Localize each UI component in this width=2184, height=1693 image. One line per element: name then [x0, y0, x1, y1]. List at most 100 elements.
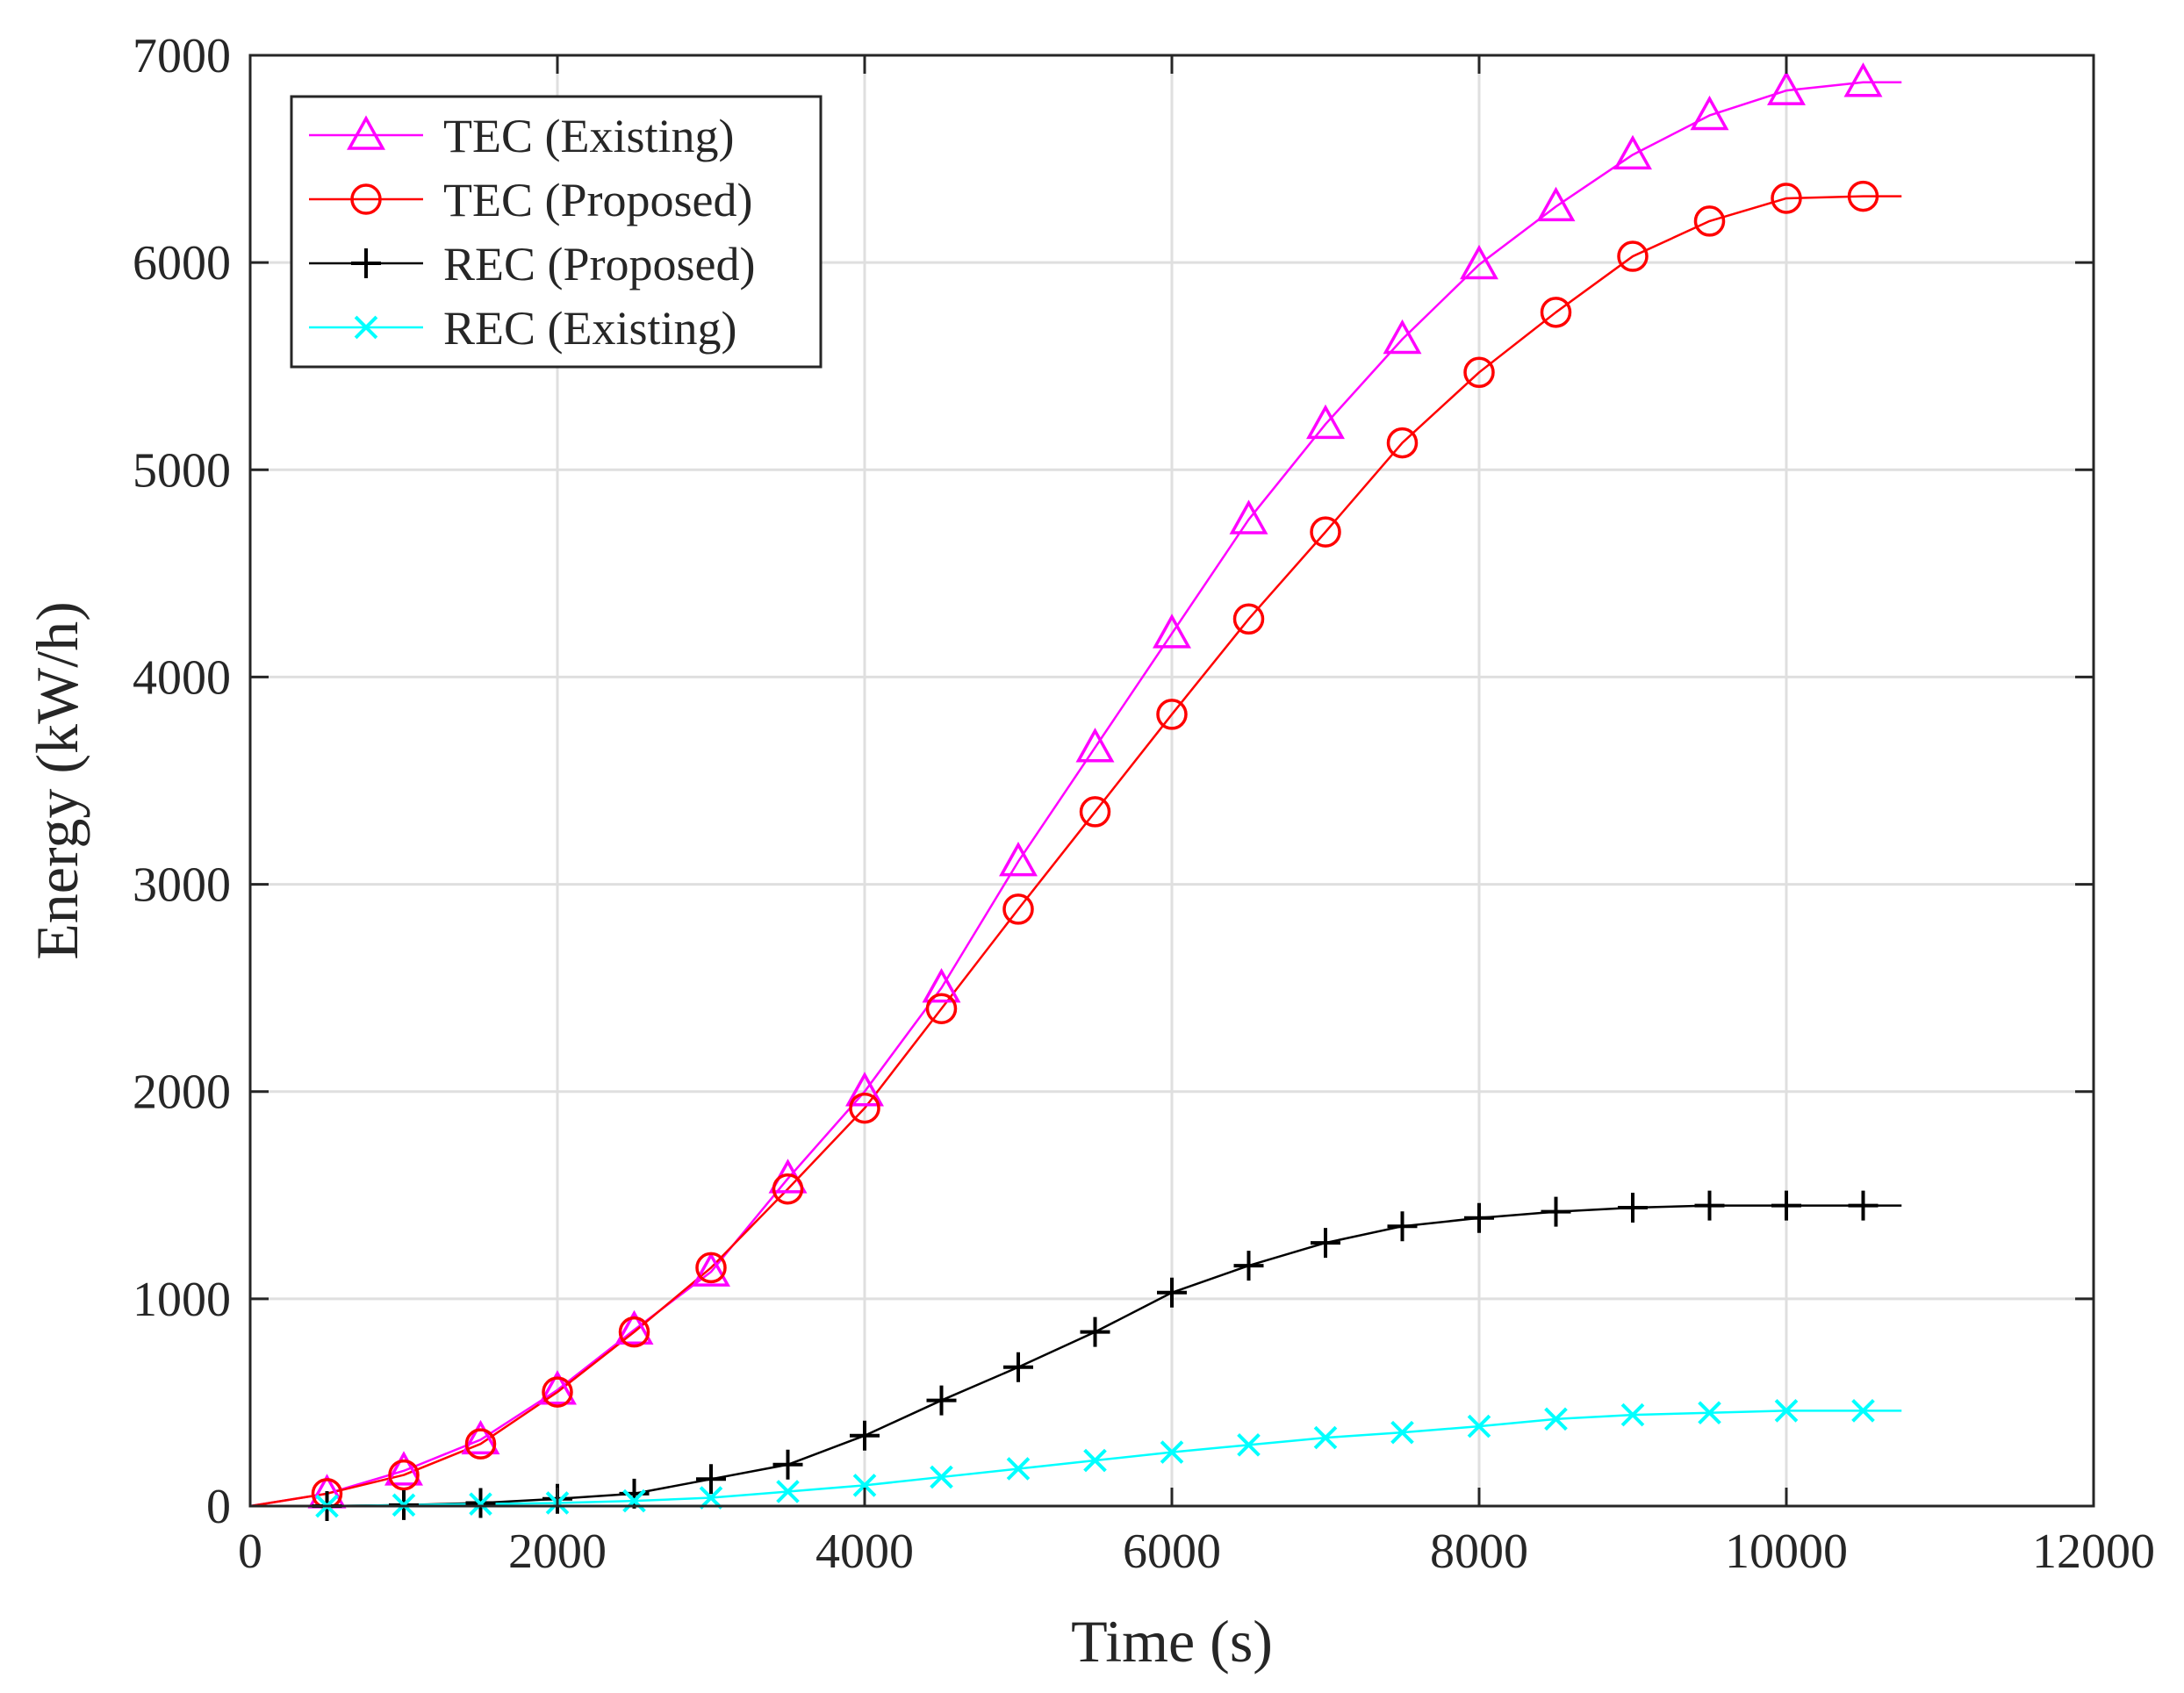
data-point	[696, 1464, 726, 1495]
y-tick-label: 6000	[133, 236, 231, 291]
data-point	[1694, 1190, 1725, 1221]
x-tick-label: 8000	[1430, 1524, 1528, 1579]
data-point	[1003, 1352, 1033, 1382]
data-point	[461, 1419, 500, 1455]
data-point	[1233, 1251, 1264, 1281]
data-point	[852, 1474, 877, 1497]
legend-label: REC (Existing)	[443, 302, 737, 355]
legend-entry: REC (Proposed)	[309, 238, 755, 291]
legend-marker	[351, 248, 381, 278]
data-point	[388, 1459, 420, 1491]
data-point	[1079, 796, 1111, 828]
data-point	[922, 968, 961, 1003]
x-tick-label: 6000	[1123, 1524, 1221, 1579]
data-point	[850, 1420, 880, 1451]
y-tick-label: 4000	[133, 650, 231, 705]
data-point	[1080, 1316, 1110, 1347]
data-point	[1002, 893, 1034, 925]
series-line-rec-existing	[250, 1410, 1902, 1508]
x-tick-label: 12000	[2032, 1524, 2155, 1579]
data-point	[1617, 240, 1649, 272]
y-tick-label: 2000	[133, 1065, 231, 1120]
data-point	[1232, 603, 1265, 635]
y-tick-label: 5000	[133, 443, 231, 498]
legend-marker	[347, 115, 385, 150]
data-point	[618, 1316, 650, 1348]
data-point	[1460, 244, 1498, 280]
data-point	[845, 1072, 884, 1107]
data-point	[926, 1385, 957, 1416]
data-point	[1310, 516, 1341, 548]
legend-label: TEC (Proposed)	[443, 174, 752, 226]
data-point	[692, 1252, 730, 1287]
data-point	[1390, 1420, 1414, 1445]
data-point	[1006, 1457, 1031, 1481]
data-point	[1851, 1399, 1875, 1423]
data-point	[1620, 1402, 1645, 1427]
data-point	[1464, 1202, 1494, 1233]
series-line-tec-existing	[249, 81, 1902, 1508]
data-point	[1544, 1407, 1568, 1431]
x-tick-label: 0	[238, 1524, 262, 1579]
data-point	[1771, 183, 1802, 214]
data-point	[1156, 699, 1188, 730]
data-point	[1083, 1448, 1107, 1473]
data-point	[695, 1252, 727, 1284]
x-axis-label: Time (s)	[1071, 1608, 1273, 1675]
data-point	[614, 1309, 654, 1345]
data-point	[1237, 1433, 1261, 1457]
data-point	[1383, 319, 1422, 355]
axis-ticks	[248, 54, 2095, 1508]
series-line-rec-proposed	[250, 1204, 1902, 1508]
series-line-tec-proposed	[249, 195, 1902, 1508]
data-point	[464, 1428, 497, 1460]
data-point	[1843, 62, 1883, 97]
data-point	[384, 1451, 423, 1486]
data-point	[1541, 1196, 1571, 1227]
data-point	[776, 1480, 800, 1503]
y-tick-label: 7000	[133, 29, 231, 83]
data-point	[1160, 1440, 1184, 1464]
data-point	[1536, 186, 1576, 222]
data-point	[1618, 1192, 1648, 1223]
legend: TEC (Existing) TEC (Proposed) REC (Propose…	[290, 95, 823, 369]
data-point	[1463, 356, 1495, 389]
legend-marker	[354, 315, 378, 340]
data-point	[1157, 1277, 1187, 1308]
y-tick-label: 0	[206, 1480, 231, 1534]
data-point	[619, 1478, 650, 1509]
legend-entry: TEC (Existing)	[309, 110, 734, 162]
data-point	[1613, 134, 1652, 170]
x-tick-label: 2000	[508, 1524, 607, 1579]
data-point	[1153, 613, 1191, 649]
series-markers	[307, 62, 1883, 1521]
data-point	[999, 842, 1038, 877]
data-point	[849, 1092, 880, 1124]
data-point	[1229, 499, 1268, 534]
data-point	[1848, 1190, 1879, 1221]
data-point	[1306, 404, 1345, 440]
data-point	[1540, 297, 1572, 328]
y-tick-label: 1000	[133, 1273, 231, 1327]
axis-tick-labels: 0 2000 4000 6000 8000 10000 12000 0 1000 2000 3000…	[133, 29, 2155, 1579]
data-point	[1690, 95, 1729, 131]
data-point	[1075, 728, 1115, 763]
legend-entry: REC (Existing)	[309, 302, 737, 355]
data-point	[699, 1486, 723, 1510]
data-point	[1771, 1190, 1801, 1221]
data-point	[772, 1449, 803, 1480]
data-point	[1767, 70, 1806, 105]
data-point	[1698, 1401, 1721, 1425]
data-point	[1467, 1414, 1491, 1438]
data-point	[622, 1489, 646, 1513]
data-point	[772, 1173, 804, 1205]
data-point	[1693, 205, 1726, 237]
data-point	[1847, 180, 1879, 212]
data-point	[930, 1465, 953, 1489]
data-point	[542, 1376, 573, 1408]
y-tick-label: 3000	[133, 858, 231, 913]
legend-label: TEC (Existing)	[443, 110, 734, 162]
data-point	[1311, 1228, 1340, 1259]
data-point	[538, 1370, 577, 1405]
